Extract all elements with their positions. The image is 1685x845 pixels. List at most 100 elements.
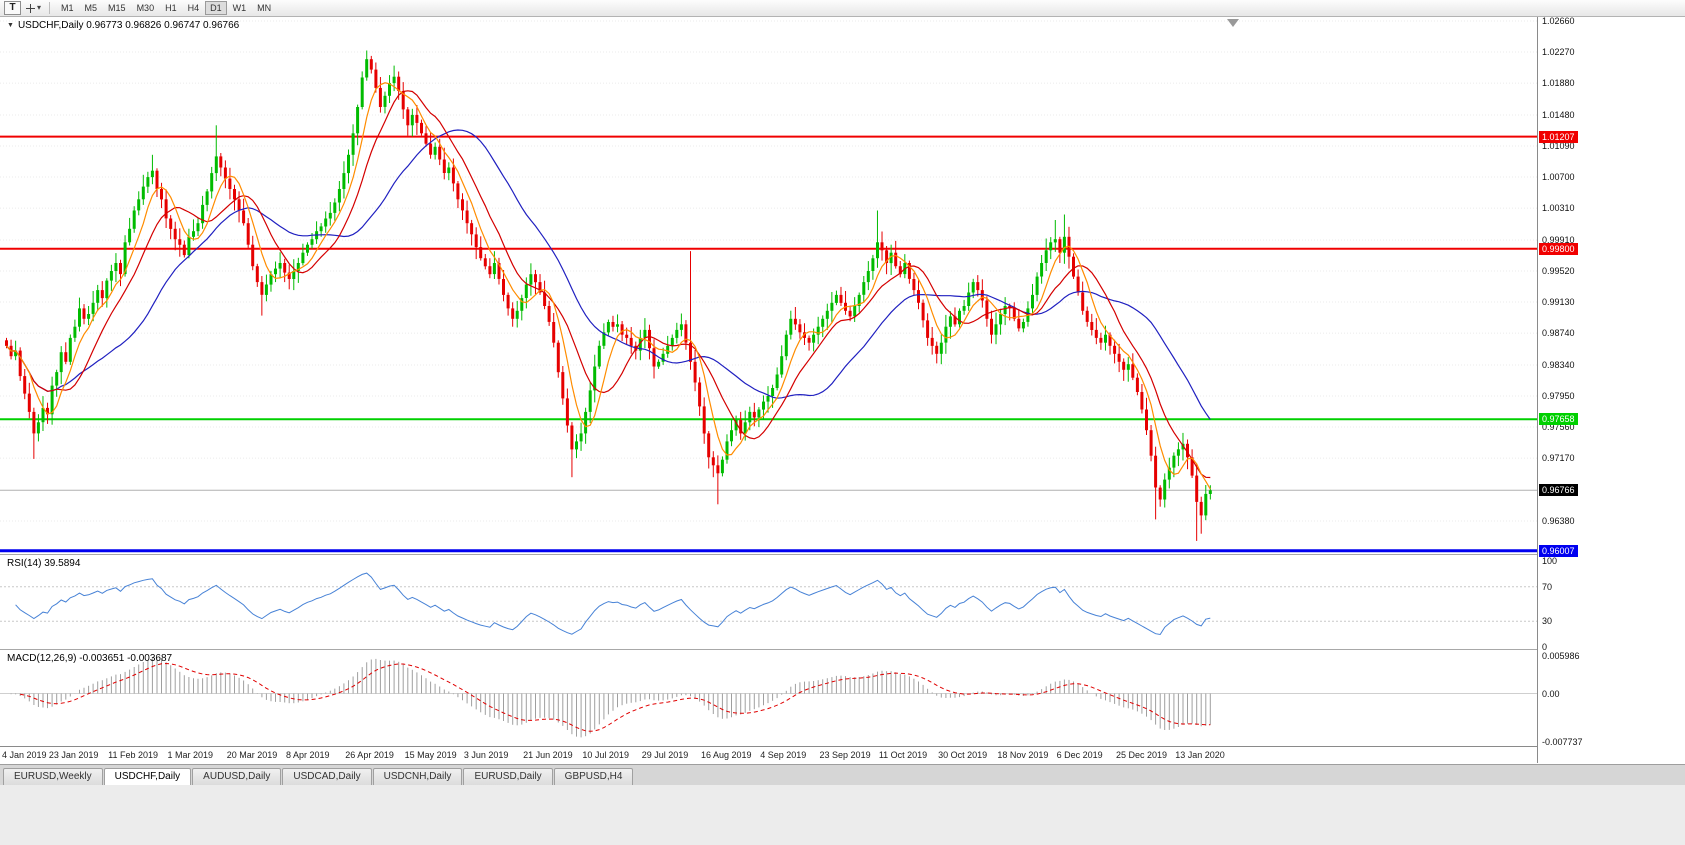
rsi-header: RSI(14) 39.5894 <box>7 558 81 569</box>
timeframe-buttons: M1 M5 M15 M30 H1 H4 D1 W1 MN <box>56 1 276 15</box>
price-axis-label: 1.01480 <box>1542 109 1575 120</box>
line-price-tag: 0.99800 <box>1539 242 1578 255</box>
chart-tab-usdchf-daily[interactable]: USDCHF,Daily <box>103 768 192 785</box>
date-label: 10 Jul 2019 <box>582 750 629 760</box>
timeframe-button-d1[interactable]: D1 <box>205 1 227 15</box>
price-axis-label: 0.97950 <box>1542 391 1575 401</box>
date-label: 23 Sep 2019 <box>819 750 871 760</box>
date-label: 18 Nov 2019 <box>997 750 1049 760</box>
rsi-pane[interactable]: RSI(14) 39.5894 <box>0 555 1537 649</box>
price-axis-label: 0.98740 <box>1542 328 1575 339</box>
time-axis-border <box>0 746 1685 747</box>
price-axis-label: 1.00700 <box>1542 172 1575 183</box>
macd-header: MACD(12,26,9) -0.003651 -0.003687 <box>7 653 173 664</box>
price-axis-label: 0.99130 <box>1542 297 1575 308</box>
rsi-axis-label: 30 <box>1542 616 1553 627</box>
timeframe-button-m1[interactable]: M1 <box>61 3 74 13</box>
price-axis-label: 1.02660 <box>1542 16 1575 26</box>
price-axis[interactable]: 1.02660 1.02270 1.01880 1.01480 1.01090 1.007… <box>1537 16 1685 763</box>
price-axis-label: 1.01880 <box>1542 78 1575 89</box>
current-price-tag: 0.96766 <box>1539 484 1578 497</box>
macd-pane[interactable]: MACD(12,26,9) -0.003651 -0.003687 <box>0 650 1537 746</box>
price-axis-label: 0.99910 <box>1542 234 1575 245</box>
price-axis-label: 0.99520 <box>1542 266 1575 276</box>
date-label: 11 Oct 2019 <box>878 750 928 760</box>
chart-tab-eurusd-weekly[interactable]: EURUSD,Weekly <box>3 768 103 785</box>
toolbar: T ▾ M1 M5 M15 M30 H1 H4 D1 W1 MN <box>0 0 1685 17</box>
chart-shift-marker-icon[interactable] <box>1227 19 1239 27</box>
time-axis[interactable]: 4 Jan 2019 23 Jan 2019 11 Feb 2019 1 Mar 20… <box>0 747 1537 763</box>
date-label: 16 Aug 2019 <box>700 750 752 760</box>
timeframe-button-w1[interactable]: W1 <box>232 3 247 13</box>
chart-tab-usdcnh-daily[interactable]: USDCNH,Daily <box>372 768 463 785</box>
date-label: 1 Mar 2019 <box>167 750 213 760</box>
chart-ohlc-header: ▼ USDCHF,Daily 0.96773 0.96826 0.96747 0… <box>7 20 239 31</box>
macd-histogram <box>10 658 1211 738</box>
candles-layer <box>5 50 1212 541</box>
date-label: 15 May 2019 <box>404 750 457 760</box>
chart-region: ▼ USDCHF,Daily 0.96773 0.96826 0.96747 0… <box>0 16 1685 763</box>
chart-tab-bar: EURUSD,Weekly USDCHF,Daily AUDUSD,Daily USD… <box>0 764 1685 785</box>
rsi-axis-label: 70 <box>1542 581 1553 592</box>
timeframe-button-m30[interactable]: M30 <box>136 3 155 13</box>
price-axis-label: 0.97560 <box>1542 422 1575 433</box>
timeframe-button-m5[interactable]: M5 <box>84 3 98 13</box>
timeframe-button-mn[interactable]: MN <box>257 3 272 13</box>
date-label: 20 Mar 2019 <box>226 750 278 760</box>
rsi-line <box>15 572 1211 636</box>
price-axis-label: 1.00310 <box>1542 203 1575 214</box>
symbol-ohlc-text: USDCHF,Daily 0.96773 0.96826 0.96747 0.9… <box>17 20 240 31</box>
chart-tab-usdcad-daily[interactable]: USDCAD,Daily <box>282 768 372 785</box>
date-label: 8 Apr 2019 <box>286 750 330 760</box>
price-axis-label: 0.98340 <box>1542 359 1575 370</box>
date-label: 13 Jan 2020 <box>1175 750 1225 760</box>
moving-average-line <box>6 129 1211 420</box>
line-price-tag: 0.97658 <box>1539 413 1578 426</box>
date-label: 30 Oct 2019 <box>938 750 988 760</box>
timeframe-button-h4[interactable]: H4 <box>187 3 200 13</box>
price-axis-label: 1.02270 <box>1542 47 1575 58</box>
moving-average-line <box>6 82 1211 490</box>
date-label: 29 Jul 2019 <box>641 750 689 760</box>
price-axis-label: 0.97170 <box>1542 453 1575 464</box>
macd-axis-label: -0.007737 <box>1542 737 1583 747</box>
macd-axis-label: 0.005986 <box>1542 651 1580 661</box>
macd-axis-label: 0.00 <box>1542 688 1560 699</box>
main-chart-pane[interactable]: ▼ USDCHF,Daily 0.96773 0.96826 0.96747 0… <box>0 17 1537 554</box>
macd-signal-line <box>20 662 1211 732</box>
date-label: 6 Dec 2019 <box>1056 750 1103 760</box>
timeframe-button-h1[interactable]: H1 <box>165 3 177 13</box>
price-axis-label: 0.96380 <box>1542 516 1575 526</box>
chart-tabs: EURUSD,Weekly USDCHF,Daily AUDUSD,Daily USD… <box>3 768 634 785</box>
chevron-down-icon: ▾ <box>37 3 42 12</box>
date-label: 23 Jan 2019 <box>48 750 99 760</box>
crosshair-tool-dropdown[interactable]: ▾ <box>23 1 43 15</box>
date-label: 4 Sep 2019 <box>760 750 807 760</box>
macd-canvas[interactable] <box>0 650 1537 746</box>
crosshair-icon <box>26 3 35 13</box>
rsi-axis-label: 0 <box>1542 642 1548 652</box>
main-chart-canvas[interactable] <box>0 17 1537 554</box>
line-price-tag: 0.96007 <box>1539 544 1578 557</box>
pane-separator[interactable] <box>0 554 1685 555</box>
toolbar-separator <box>49 2 51 14</box>
moving-average-line <box>6 90 1211 479</box>
plot-column: ▼ USDCHF,Daily 0.96773 0.96826 0.96747 0… <box>0 17 1537 763</box>
chart-tab-audusd-daily[interactable]: AUDUSD,Daily <box>192 768 282 785</box>
one-click-arrow-icon[interactable]: ▼ <box>7 21 14 29</box>
date-label: 25 Dec 2019 <box>1115 750 1167 760</box>
date-label: 4 Jan 2019 <box>2 750 47 760</box>
date-label: 3 Jun 2019 <box>463 750 509 760</box>
pane-separator[interactable] <box>0 649 1685 650</box>
window-filler <box>0 785 1685 845</box>
date-label: 21 Jun 2019 <box>523 750 573 760</box>
date-label: 26 Apr 2019 <box>345 750 394 760</box>
chart-tab-eurusd-daily[interactable]: EURUSD,Daily <box>463 768 553 785</box>
chart-tab-gbpusd-h4[interactable]: GBPUSD,H4 <box>553 768 634 785</box>
text-tool-button[interactable]: T <box>4 1 21 15</box>
grid-lines <box>0 20 1537 522</box>
timeframe-button-m15[interactable]: M15 <box>108 3 126 13</box>
line-price-tag: 1.01207 <box>1539 130 1578 143</box>
rsi-canvas[interactable] <box>0 555 1537 649</box>
